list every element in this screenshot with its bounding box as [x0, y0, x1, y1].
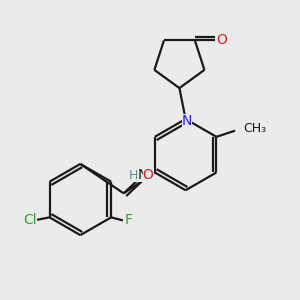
Text: CH₃: CH₃ [243, 122, 266, 135]
Text: Cl: Cl [23, 213, 37, 227]
Text: N: N [182, 114, 192, 128]
Text: H: H [128, 169, 138, 182]
Text: N: N [137, 168, 148, 182]
Text: O: O [143, 168, 154, 182]
Text: O: O [216, 34, 227, 47]
Text: F: F [124, 213, 133, 227]
